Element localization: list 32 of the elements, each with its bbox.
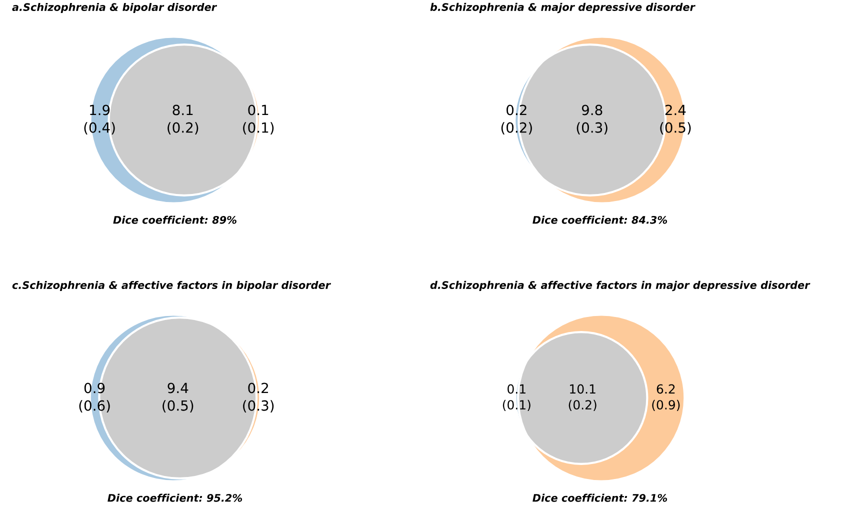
data-label: 2.4 <box>665 104 686 116</box>
data-label: 10.1 <box>570 384 596 394</box>
text: Dice coefficient: 89% <box>113 216 236 224</box>
data-label: 0.1 <box>248 104 268 116</box>
text: (0.2) <box>501 122 532 134</box>
text: (0.2) <box>168 122 198 134</box>
text: Dice coefficient: 84.3% <box>532 216 668 224</box>
text: (0.6) <box>79 400 110 412</box>
text: (0.1) <box>502 400 530 412</box>
data-label: 0.2 <box>248 382 268 394</box>
text: (0.9) <box>652 400 680 412</box>
text: Dice coefficient: 79.1% <box>532 494 668 502</box>
text: (0.5) <box>660 122 691 134</box>
text: Dice coefficient: 95.2% <box>108 494 242 502</box>
data-label: 0.1 <box>508 384 526 394</box>
data-label: 6.2 <box>656 384 675 394</box>
data-label: 0.2 <box>506 104 526 116</box>
text: (0.3) <box>576 122 608 134</box>
data-label: 1.9 <box>90 104 110 116</box>
text: (0.4) <box>84 122 115 134</box>
data-label: 8.1 <box>172 104 193 116</box>
text: b.Schizophrenia & major depressive disorder <box>430 2 696 14</box>
text: (0.5) <box>162 400 194 412</box>
data-label: 9.8 <box>582 104 602 116</box>
text: (0.2) <box>568 400 596 412</box>
text: (0.1) <box>243 122 274 134</box>
text: a.Schizophrenia & bipolar disorder <box>12 2 218 14</box>
text: (0.3) <box>243 400 274 412</box>
data-label: 9.4 <box>168 382 188 394</box>
text: d.Schizophrenia & affective factors in major depressive disorder <box>430 280 810 292</box>
data-label: 0.9 <box>84 382 105 394</box>
text: c.Schizophrenia & affective factors in bipolar disorder <box>12 280 331 292</box>
